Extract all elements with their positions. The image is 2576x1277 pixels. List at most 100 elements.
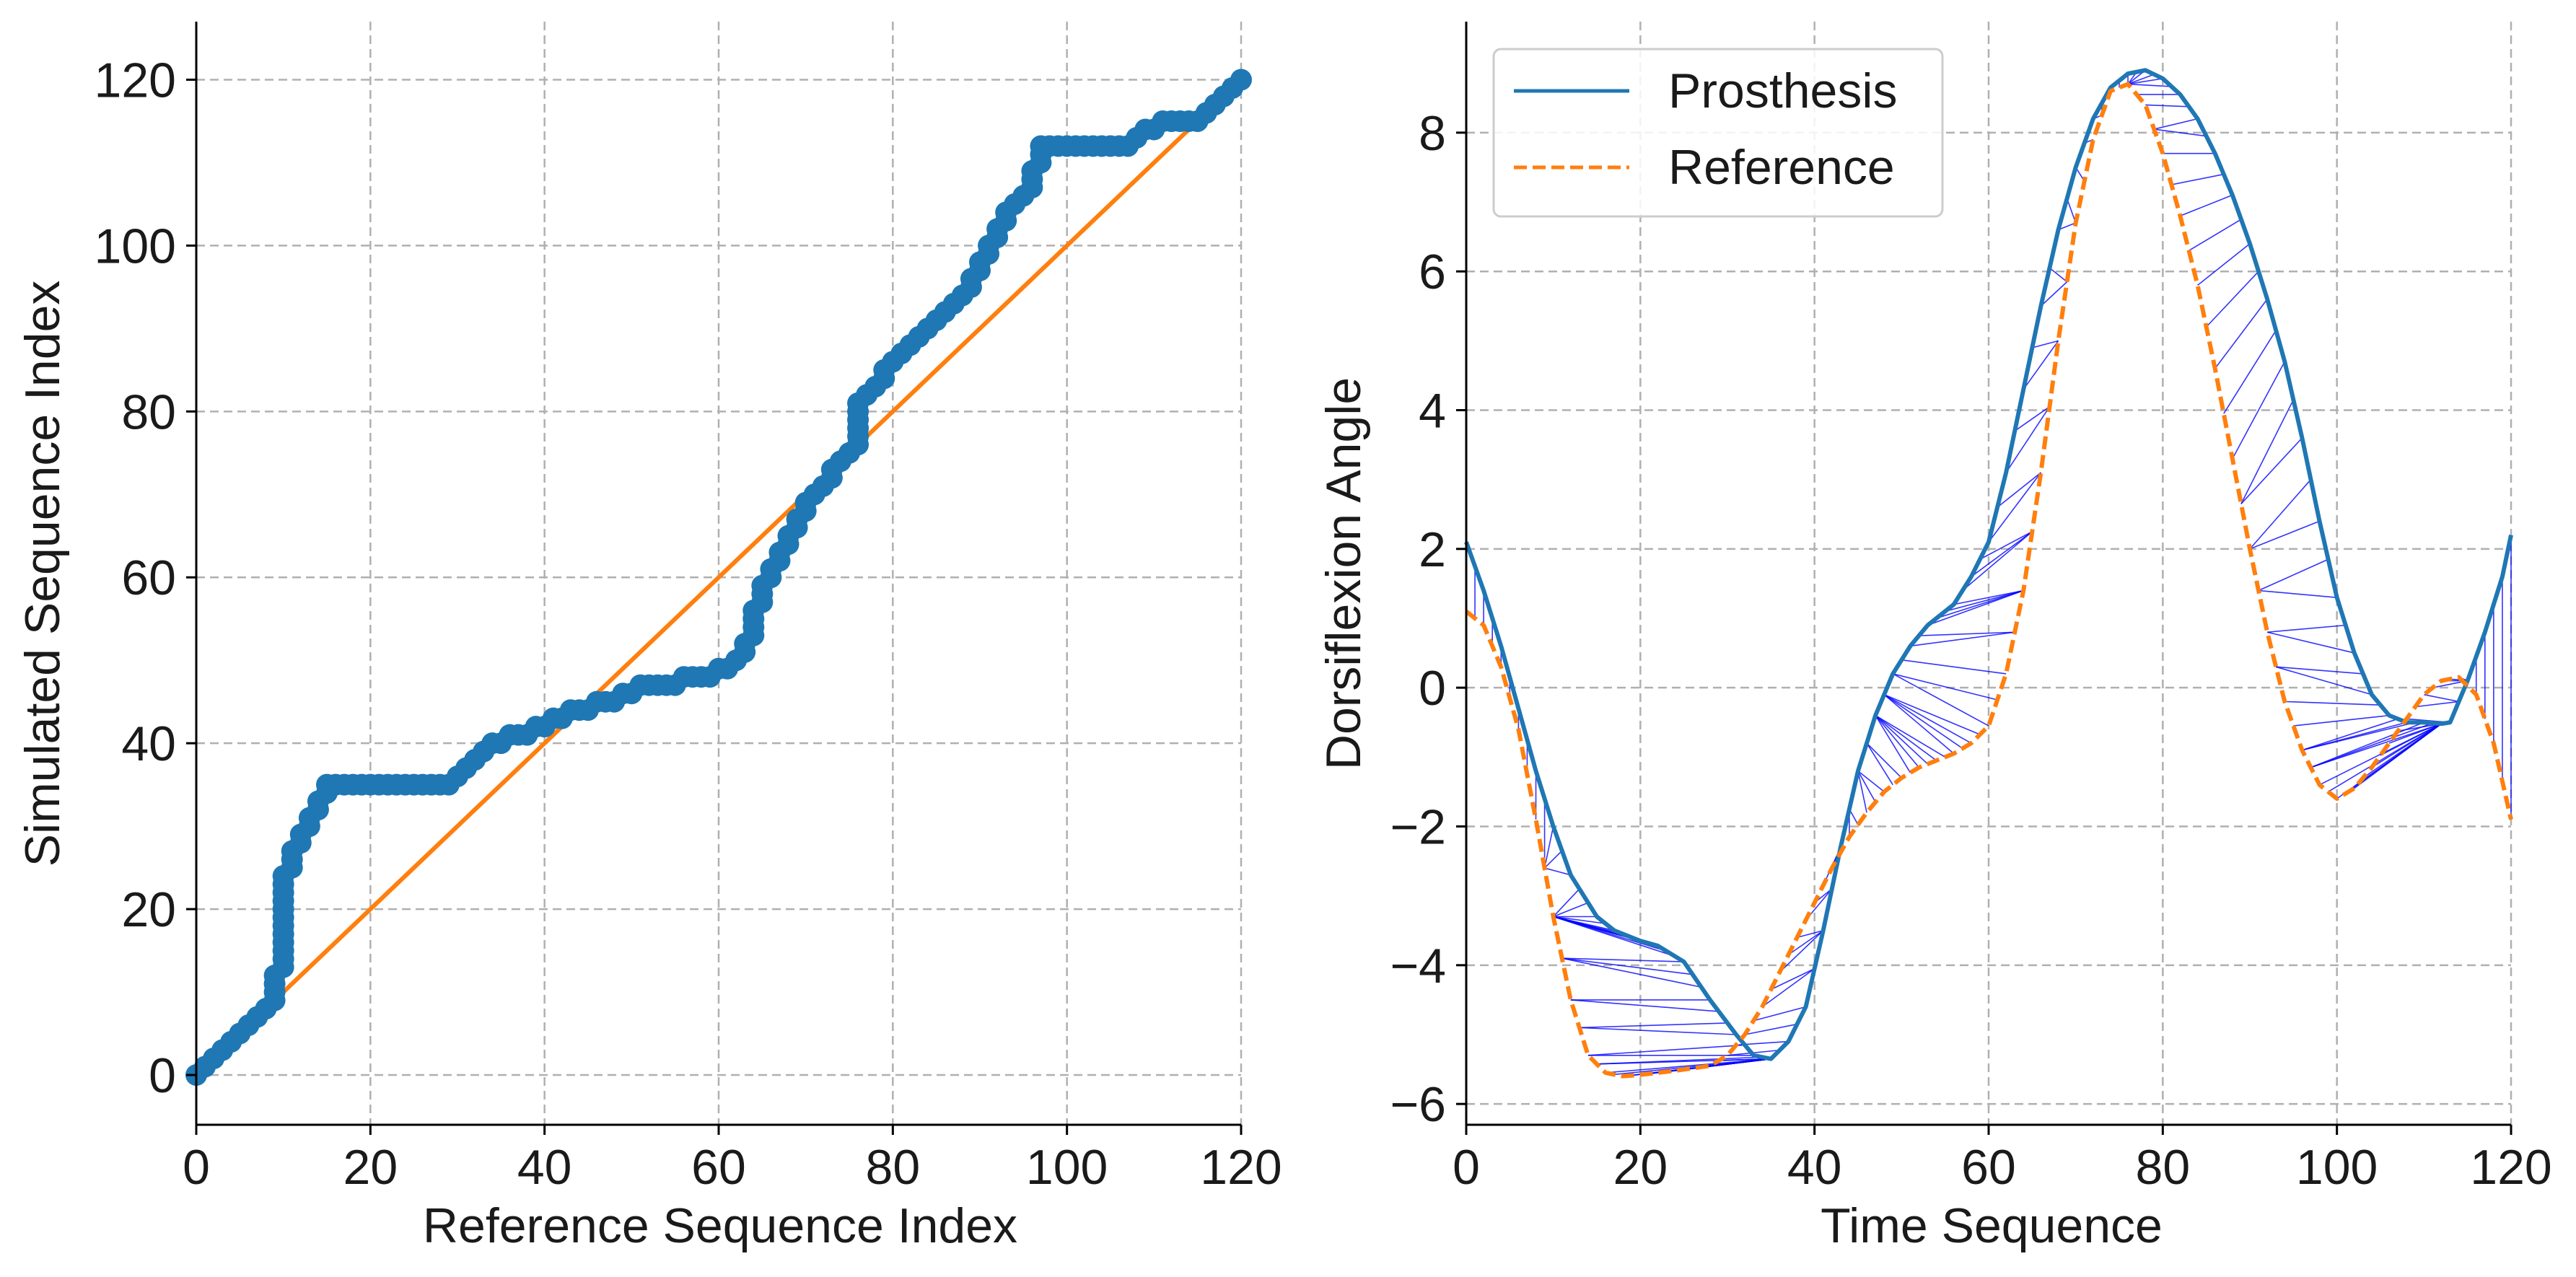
alignment-line-76 [1883,694,1955,755]
y-tick-label-6: 6 [1419,245,1446,299]
alignment-line-68 [1857,770,1885,793]
alignment-line-95 [2014,406,2050,432]
alignment-line-83 [1910,631,2015,647]
alignment-line-48 [1709,1058,1771,1067]
alignment-line-85 [1927,589,2024,626]
alignment-line-74 [1875,714,1937,761]
alignment-line-115 [2145,104,2189,107]
x-tick-label-60: 60 [1961,1140,2016,1195]
alignment-line-132 [2258,589,2337,598]
y-tick-label-20: 20 [121,882,176,937]
alignment-line-69 [1866,742,1893,786]
alignment-line-156 [2415,701,2459,708]
alignment-line-117 [2154,128,2207,137]
alignment-line-152 [2380,723,2442,756]
alignment-line-29 [1570,999,1719,1012]
left-x-axis-label: Reference Sequence Index [423,1198,1017,1253]
alignment-line-66 [1857,771,1867,813]
alignment-line-81 [1893,673,1998,701]
alignment-line-89 [1962,531,2033,592]
warping-path-point-167 [1230,69,1252,91]
alignment-line-136 [2275,666,2373,695]
alignment-line-24 [1553,916,1675,957]
alignment-line-96 [2023,340,2059,390]
alignment-line-139 [2302,718,2398,751]
x-tick-label-0: 0 [1453,1140,1480,1195]
series-line-prosthesis [1464,68,2513,1061]
alignment-line-157 [2424,694,2459,703]
y-tick-label-0: 0 [149,1048,176,1103]
alignment-line-111 [2127,74,2155,85]
alignment-line-100 [2058,222,2076,231]
y-tick-label-120: 120 [95,53,176,107]
alignment-line-150 [2362,723,2442,778]
x-tick-label-40: 40 [517,1140,572,1195]
alignment-line-67 [1857,771,1876,803]
alignment-line-153 [2388,723,2442,744]
x-tick-label-100: 100 [1026,1140,1108,1195]
alignment-line-27 [1561,957,1701,988]
alignment-line-97 [2032,340,2059,348]
alignment-line-98 [2040,281,2068,307]
left-axes [186,22,1243,1135]
alignment-line-79 [1883,694,1981,735]
diagonal-line [194,78,1243,1077]
legend-label-prosthesis: Prosthesis [1668,63,1897,118]
warping-path-panel: 0 20 40 60 80 100 120 0 20 40 60 80 100 120 Reference… [15,22,1282,1253]
alignment-line-82 [1901,659,2007,675]
y-tick-label-80: 80 [121,385,176,439]
alignment-line-55 [1770,967,1815,991]
alignment-line-135 [2276,666,2363,675]
alignment-line-52 [1744,1023,1797,1035]
alignment-line-11 [1544,850,1563,869]
alignment-line-78 [1883,694,1972,744]
alignment-line-16 [1553,916,1606,924]
alignment-line-75 [1875,714,1946,758]
legend-label-reference: Reference [1668,140,1895,195]
alignment-line-94 [2005,406,2051,473]
y-tick-label-0: 0 [1419,661,1446,716]
alignment-line-138 [2293,714,2390,727]
alignment-line-92 [1988,472,2042,543]
x-tick-label-80: 80 [2136,1140,2191,1195]
right-axes [1456,22,2513,1135]
alignment-line-70 [1866,742,1902,778]
alignment-line-25 [1561,957,1684,962]
alignment-line-26 [1561,957,1693,975]
alignment-line-10 [1543,826,1554,869]
alignment-line-58 [1797,929,1823,939]
alignment-line-57 [1788,930,1824,956]
y-tick-label--4: −4 [1390,939,1446,993]
x-tick-label-100: 100 [2296,1140,2378,1195]
y-tick-label-4: 4 [1419,384,1446,439]
x-tick-label-20: 20 [343,1140,398,1195]
alignment-line-72 [1875,715,1920,768]
alignment-line-151 [2371,723,2442,768]
alignment-line-149 [2354,723,2442,789]
left-warping-path-layer [185,69,1252,1087]
alignment-line-134 [2266,631,2354,654]
y-tick-label-60: 60 [121,550,176,605]
alignment-line-32 [1587,1044,1745,1056]
alignment-line-124 [2214,299,2268,369]
alignment-line-71 [1875,715,1911,773]
alignment-line-30 [1579,1022,1728,1029]
y-tick-label-2: 2 [1419,522,1446,577]
alignment-line-14 [1553,902,1589,918]
left-y-axis-label: Simulated Sequence Index [15,281,70,867]
alignment-line-31 [1579,1027,1737,1035]
alignment-line-56 [1779,930,1824,973]
dorsiflexion-panel: 0 20 40 60 80 100 120 −6 −4 −2 0 2 4 6 8 Time Sequence… [1316,22,2552,1253]
alignment-line-87 [1945,589,2024,613]
y-tick-label-100: 100 [95,219,176,273]
alignment-line-137 [2284,701,2381,706]
alignment-line-112 [2127,78,2163,85]
alignment-line-84 [1919,631,2015,636]
y-tick-label-40: 40 [121,716,176,771]
right-x-axis-label: Time Sequence [1821,1198,2163,1253]
alignment-line-128 [2240,437,2303,504]
alignment-line-13 [1553,888,1580,918]
alignment-line-54 [1761,967,1815,1008]
alignment-line-119 [2171,173,2224,185]
x-tick-label-120: 120 [2470,1140,2551,1195]
